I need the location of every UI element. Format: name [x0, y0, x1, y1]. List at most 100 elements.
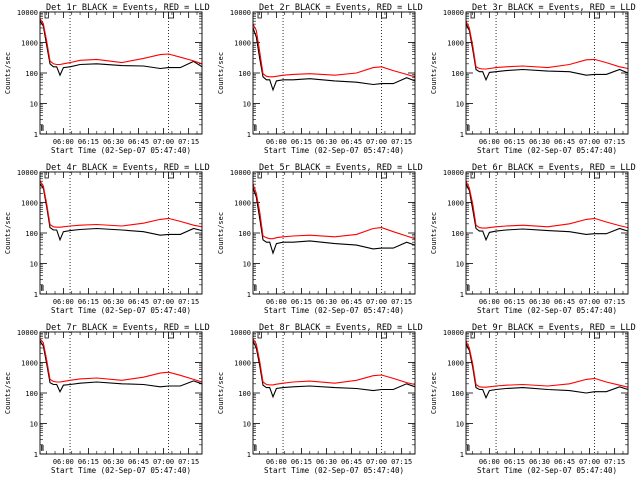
y-tick-label: 1000 — [447, 200, 464, 208]
time-bracket-marker — [381, 172, 388, 179]
x-tick-label: 07:00 — [153, 298, 174, 306]
y-tick-label: 100 — [238, 70, 251, 78]
y-axis-label: Counts/sec — [430, 212, 438, 254]
x-tick-label: 06:30 — [316, 458, 337, 466]
x-tick-label: 06:45 — [554, 138, 575, 146]
plot-frame — [465, 11, 629, 135]
panel-5: Det 5r BLACK = Events, RED = LLD Counts/s… — [217, 163, 423, 315]
x-tick-label: 06:15 — [78, 298, 99, 306]
y-tick-label: 10 — [243, 261, 251, 269]
x-tick-label: 06:45 — [341, 298, 362, 306]
y-tick-label: 10 — [456, 101, 464, 109]
plot-frame — [39, 171, 203, 295]
x-tick-label: 07:15 — [391, 458, 412, 466]
x-tick-label: 06:00 — [266, 298, 287, 306]
panel-4: Det 4r BLACK = Events, RED = LLD Counts/s… — [4, 163, 210, 315]
x-tick-label: 06:00 — [266, 138, 287, 146]
y-axis-label: Counts/sec — [217, 372, 225, 414]
x-tick-label: 06:30 — [103, 138, 124, 146]
panel-title: Det 2r BLACK = Events, RED = LLD — [259, 3, 423, 13]
series-line-lld — [252, 23, 416, 78]
panel-title: Det 9r BLACK = Events, RED = LLD — [472, 323, 636, 333]
y-tick-label: 10000 — [17, 329, 38, 337]
series-line-events — [252, 187, 416, 255]
plot-frame — [465, 331, 629, 455]
series-line-lld — [39, 338, 203, 383]
x-axis-label: Start Time (02-Sep-07 05:47:40) — [51, 466, 191, 475]
time-bracket-marker — [470, 12, 475, 19]
x-tick-label: 06:30 — [529, 458, 550, 466]
x-tick-label: 07:15 — [178, 298, 199, 306]
x-tick-label: 06:45 — [554, 298, 575, 306]
y-axis-label: Counts/sec — [430, 372, 438, 414]
y-tick-label: 1000 — [447, 40, 464, 48]
x-tick-label: 06:45 — [128, 458, 149, 466]
x-tick-label: 07:00 — [153, 458, 174, 466]
x-tick-label: 06:15 — [504, 458, 525, 466]
y-tick-label: 1000 — [21, 40, 38, 48]
time-bracket-marker — [168, 172, 175, 179]
time-bracket-marker — [257, 12, 262, 19]
series-line-events — [39, 340, 203, 393]
panel-title: Det 7r BLACK = Events, RED = LLD — [46, 323, 210, 333]
x-tick-label: 07:15 — [391, 298, 412, 306]
plot-frame — [39, 11, 203, 135]
y-tick-label: 1 — [247, 451, 251, 459]
y-tick-label: 1 — [247, 291, 251, 299]
y-tick-label: 1 — [460, 451, 464, 459]
panel-2: Det 2r BLACK = Events, RED = LLD Counts/s… — [217, 3, 423, 155]
x-tick-label: 07:00 — [366, 138, 387, 146]
y-axis-label: Counts/sec — [217, 212, 225, 254]
panel-title: Det 4r BLACK = Events, RED = LLD — [46, 163, 210, 173]
x-tick-label: 07:00 — [366, 458, 387, 466]
y-tick-label: 10000 — [230, 169, 251, 177]
series-line-lld — [39, 180, 203, 228]
y-axis-label: Counts/sec — [4, 212, 12, 254]
x-tick-label: 06:45 — [554, 458, 575, 466]
y-tick-label: 100 — [25, 390, 38, 398]
x-tick-label: 06:15 — [504, 138, 525, 146]
x-tick-label: 06:30 — [316, 298, 337, 306]
y-tick-label: 1000 — [234, 360, 251, 368]
panel-1: Det 1r BLACK = Events, RED = LLD Counts/s… — [4, 3, 210, 155]
time-bracket-marker — [168, 332, 175, 339]
x-tick-label: 06:00 — [479, 458, 500, 466]
series-line-events — [39, 20, 203, 77]
plot-frame — [252, 331, 416, 455]
y-tick-label: 10 — [243, 421, 251, 429]
y-tick-label: 100 — [25, 230, 38, 238]
y-tick-label: 10000 — [443, 329, 464, 337]
time-bracket-marker — [44, 12, 49, 19]
plot-frame — [252, 171, 416, 295]
y-tick-label: 1 — [34, 451, 38, 459]
series-line-lld — [465, 20, 629, 70]
panel-title: Det 8r BLACK = Events, RED = LLD — [259, 323, 423, 333]
x-tick-label: 07:00 — [579, 298, 600, 306]
x-tick-label: 06:45 — [128, 298, 149, 306]
x-tick-label: 07:00 — [153, 138, 174, 146]
y-axis-label: Counts/sec — [217, 52, 225, 94]
x-tick-label: 06:45 — [341, 458, 362, 466]
x-tick-label: 07:15 — [178, 458, 199, 466]
y-tick-label: 10 — [30, 101, 38, 109]
x-tick-label: 07:15 — [604, 458, 625, 466]
y-tick-label: 1 — [460, 131, 464, 139]
x-tick-label: 06:30 — [529, 298, 550, 306]
x-axis-label: Start Time (02-Sep-07 05:47:40) — [51, 146, 191, 155]
time-bracket-marker — [594, 172, 601, 179]
plot-frame — [39, 331, 203, 455]
x-axis-label: Start Time (02-Sep-07 05:47:40) — [264, 306, 404, 315]
x-axis-label: Start Time (02-Sep-07 05:47:40) — [477, 146, 617, 155]
x-axis-label: Start Time (02-Sep-07 05:47:40) — [477, 466, 617, 475]
series-line-events — [39, 183, 203, 242]
y-tick-label: 10000 — [230, 9, 251, 17]
x-tick-label: 07:15 — [178, 138, 199, 146]
series-line-events — [252, 340, 416, 399]
y-tick-label: 10 — [456, 261, 464, 269]
x-tick-label: 06:15 — [291, 458, 312, 466]
series-line-lld — [465, 180, 629, 229]
x-axis-label: Start Time (02-Sep-07 05:47:40) — [264, 466, 404, 475]
series-line-events — [465, 343, 629, 400]
y-axis-label: Counts/sec — [430, 52, 438, 94]
y-tick-label: 100 — [238, 230, 251, 238]
